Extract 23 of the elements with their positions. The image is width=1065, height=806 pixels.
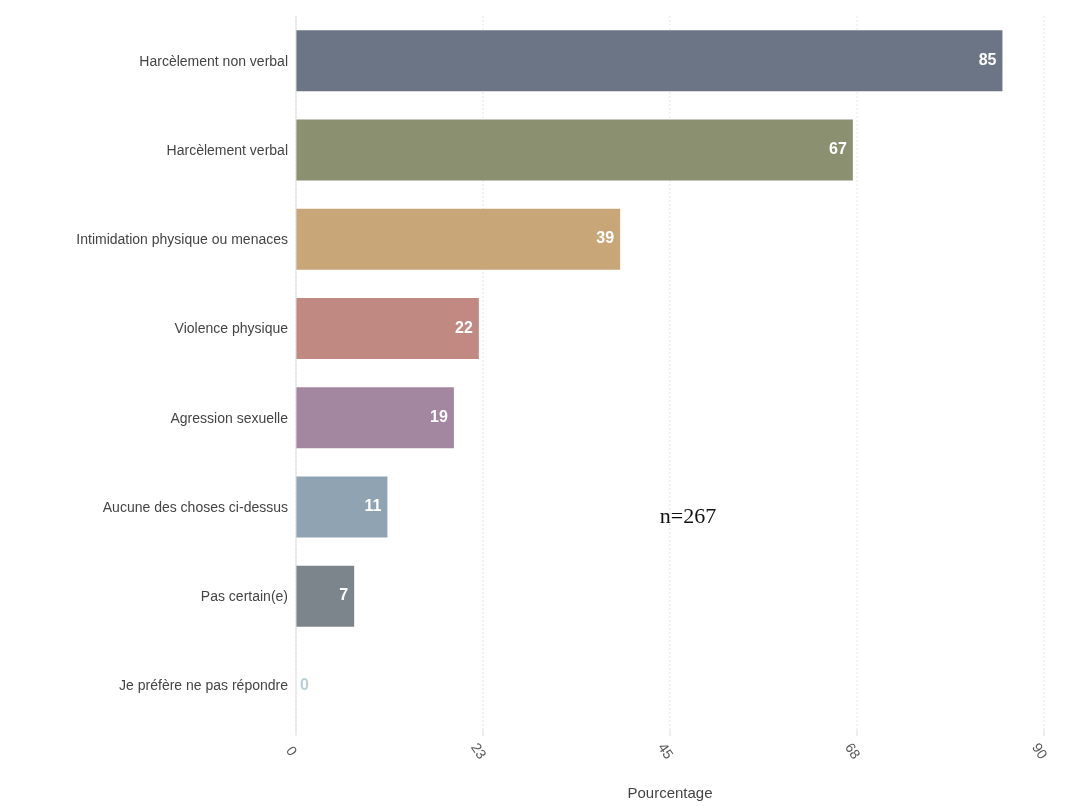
data-label: 22 bbox=[455, 318, 473, 336]
y-tick-label: Je préfère ne pas répondre bbox=[119, 677, 289, 694]
data-label: 11 bbox=[364, 497, 382, 515]
y-tick-label: Violence physique bbox=[174, 320, 289, 337]
x-tick-label: 45 bbox=[654, 739, 678, 762]
y-tick-label: Aucune des choses ci-dessus bbox=[102, 498, 288, 515]
data-label: 7 bbox=[339, 586, 349, 604]
data-label: 85 bbox=[978, 50, 997, 68]
x-tick-label: 68 bbox=[841, 739, 865, 762]
y-tick-label: Intimidation physique ou menaces bbox=[76, 231, 288, 248]
y-tick-label: Agression sexuelle bbox=[170, 409, 289, 426]
data-label: 0 bbox=[300, 675, 309, 693]
x-tick-label: 23 bbox=[467, 739, 491, 762]
x-tick-label: 90 bbox=[1028, 739, 1052, 762]
data-label: 67 bbox=[829, 140, 847, 158]
data-label: 39 bbox=[596, 229, 615, 247]
y-tick-label: Harcèlement non verbal bbox=[139, 52, 288, 69]
x-tick-label: 0 bbox=[283, 743, 301, 759]
y-tick-label: Harcèlement verbal bbox=[166, 141, 288, 158]
y-tick-label: Pas certain(e) bbox=[200, 588, 288, 605]
data-label: 19 bbox=[430, 407, 449, 425]
annotation: n=267 bbox=[659, 503, 717, 529]
x-axis-title: Pourcentage bbox=[627, 784, 713, 801]
